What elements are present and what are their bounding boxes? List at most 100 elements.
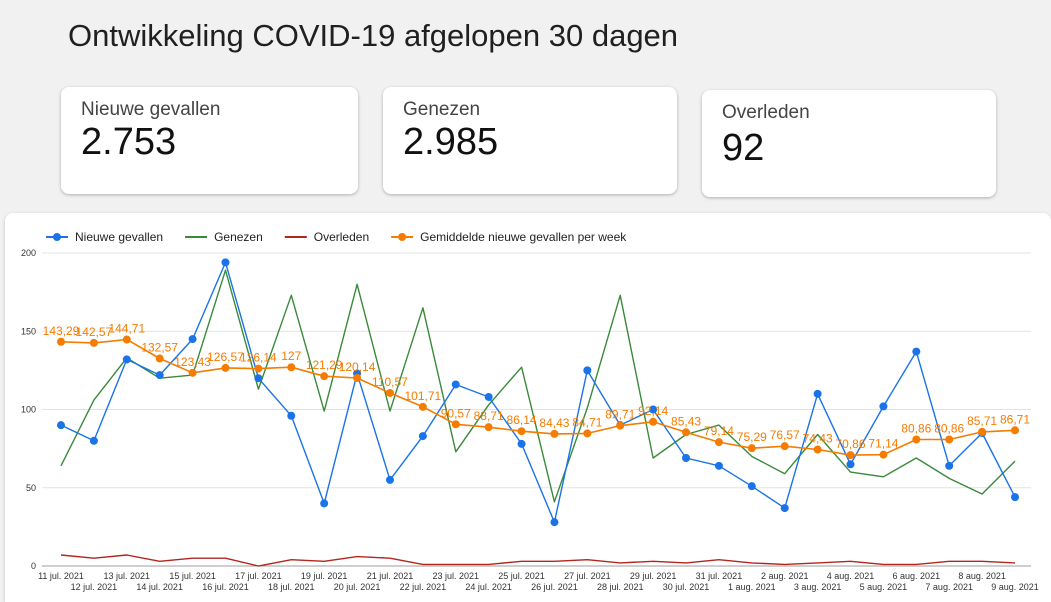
data-label: 101,71: [405, 389, 442, 403]
data-point: [912, 347, 921, 356]
card-recovered-label: Genezen: [403, 99, 481, 120]
data-point: [221, 258, 230, 267]
data-point: [89, 436, 98, 445]
x-tick-label: 29 jul. 2021: [630, 571, 677, 581]
card-deaths-value: 92: [722, 127, 765, 169]
y-tick-label: 50: [26, 483, 36, 493]
data-point: [320, 372, 329, 381]
data-point: [188, 368, 197, 377]
x-tick-label: 16 jul. 2021: [202, 582, 249, 592]
data-label: 76,57: [770, 428, 800, 442]
x-tick-label: 3 aug. 2021: [794, 582, 842, 592]
data-point: [945, 461, 954, 470]
data-point: [846, 460, 855, 469]
data-label: 90,57: [441, 406, 471, 420]
x-tick-label: 24 jul. 2021: [465, 582, 512, 592]
data-point: [747, 444, 756, 453]
series-line-3: [60, 338, 1016, 456]
data-label: 84,71: [572, 415, 602, 429]
data-point: [89, 338, 98, 347]
data-point: [813, 389, 822, 398]
data-point: [978, 427, 987, 436]
card-recovered: Genezen 2.985: [383, 87, 677, 194]
data-point: [122, 355, 131, 364]
data-label: 142,57: [76, 325, 113, 339]
x-tick-label: 23 jul. 2021: [432, 571, 479, 581]
x-tick-label: 27 jul. 2021: [564, 571, 611, 581]
data-point: [484, 392, 493, 401]
data-label: 123,43: [174, 355, 211, 369]
data-label: 126,57: [207, 350, 244, 364]
x-tick-label: 20 jul. 2021: [334, 582, 381, 592]
data-label: 144,71: [108, 322, 145, 336]
data-label: 74,43: [803, 432, 833, 446]
x-tick-label: 19 jul. 2021: [301, 571, 348, 581]
x-tick-label: 13 jul. 2021: [104, 571, 151, 581]
series-line-1: [60, 269, 1016, 503]
data-point: [649, 417, 658, 426]
data-point: [188, 335, 197, 344]
x-tick-label: 17 jul. 2021: [235, 571, 282, 581]
data-point: [747, 482, 756, 491]
data-point: [353, 373, 362, 382]
data-label: 80,86: [934, 421, 964, 435]
data-point: [287, 363, 296, 372]
data-label: 85,71: [967, 414, 997, 428]
data-point: [945, 435, 954, 444]
card-new-cases-label: Nieuwe gevallen: [81, 99, 221, 120]
data-label: 85,43: [671, 414, 701, 428]
data-point: [879, 402, 888, 411]
x-tick-label: 15 jul. 2021: [169, 571, 216, 581]
x-tick-label: 18 jul. 2021: [268, 582, 315, 592]
data-point: [254, 374, 263, 383]
card-deaths: Overleden 92: [702, 90, 996, 197]
y-tick-label: 200: [21, 248, 36, 258]
x-tick-label: 28 jul. 2021: [597, 582, 644, 592]
data-point: [57, 421, 65, 430]
data-point: [649, 405, 658, 414]
data-point: [287, 411, 296, 420]
data-label: 121,29: [306, 358, 343, 372]
y-tick-label: 0: [31, 561, 36, 571]
x-tick-label: 2 aug. 2021: [761, 571, 809, 581]
x-tick-label: 26 jul. 2021: [531, 582, 578, 592]
x-tick-label: 11 jul. 2021: [38, 571, 84, 581]
data-point: [320, 499, 329, 508]
data-point: [682, 454, 691, 463]
data-point: [550, 429, 559, 438]
data-point: [583, 366, 592, 375]
data-label: 79,14: [704, 424, 734, 438]
data-point: [451, 420, 460, 429]
data-point: [846, 451, 855, 460]
data-label: 143,29: [43, 324, 80, 338]
data-point: [517, 439, 526, 448]
x-tick-label: 6 aug. 2021: [893, 571, 941, 581]
legend-label: Overleden: [314, 230, 369, 244]
x-tick-label: 22 jul. 2021: [400, 582, 447, 592]
data-label: 132,57: [141, 341, 178, 355]
data-label: 110,57: [372, 375, 408, 389]
series-line-2: [60, 554, 1016, 567]
x-tick-label: 25 jul. 2021: [498, 571, 545, 581]
data-point: [714, 461, 723, 470]
x-tick-label: 30 jul. 2021: [663, 582, 710, 592]
data-point: [550, 518, 559, 527]
data-point: [682, 428, 691, 437]
data-label: 126,14: [240, 351, 277, 365]
data-label: 120,14: [339, 360, 376, 374]
data-label: 127: [281, 349, 301, 363]
data-point: [385, 475, 394, 484]
data-label: 70,86: [836, 437, 866, 451]
data-label: 86,71: [1000, 412, 1030, 426]
card-new-cases: Nieuwe gevallen 2.753: [61, 87, 358, 194]
data-point: [583, 429, 592, 438]
data-point: [517, 427, 526, 436]
data-point: [155, 371, 164, 380]
data-point: [451, 380, 460, 389]
data-point: [813, 445, 822, 454]
data-point: [418, 432, 427, 441]
card-new-cases-value: 2.753: [81, 121, 177, 163]
x-tick-label: 21 jul. 2021: [367, 571, 414, 581]
data-point: [155, 354, 164, 363]
data-point: [1011, 493, 1019, 502]
